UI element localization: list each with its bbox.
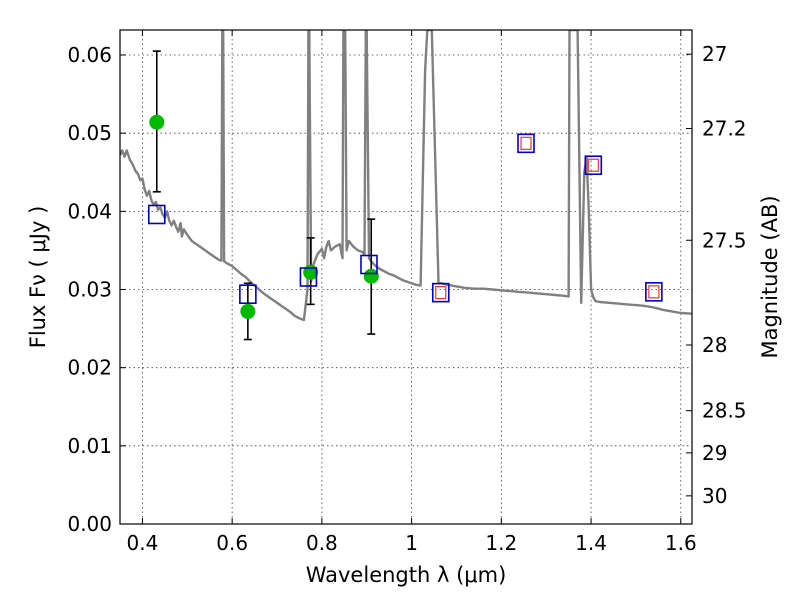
right-tick-label: 27.5 bbox=[702, 228, 747, 252]
x-ticks: 0.4 0.6 0.8 1 1.2 1.4 1.6 bbox=[127, 30, 697, 555]
x-tick-label: 0.8 bbox=[306, 531, 338, 555]
observed-point bbox=[363, 268, 379, 284]
y-tick-label: 0.01 bbox=[67, 434, 112, 458]
model-photometry-inner bbox=[520, 136, 532, 150]
y-tick-label: 0.02 bbox=[67, 356, 112, 380]
model-photometry-point bbox=[239, 284, 257, 304]
model-spectrum bbox=[120, 30, 692, 322]
model-photometry-point bbox=[147, 204, 166, 225]
observed-point bbox=[149, 114, 165, 130]
right-tick-label: 30 bbox=[702, 484, 727, 508]
gridlines bbox=[120, 30, 692, 524]
observed-points bbox=[149, 114, 379, 319]
model-photometry-inner bbox=[435, 286, 447, 300]
model-photometry-inner bbox=[648, 285, 660, 299]
model-photometry-point bbox=[299, 267, 318, 287]
model-photometry-point bbox=[360, 254, 378, 275]
right-tick-label: 29 bbox=[702, 441, 727, 465]
x-tick-label: 0.6 bbox=[216, 531, 248, 555]
x-tick-label: 0.4 bbox=[127, 531, 159, 555]
y-axis-label: Flux Fν ( μJy ) bbox=[26, 206, 50, 349]
right-tick-label: 27.2 bbox=[702, 116, 747, 140]
y-tick-label: 0.04 bbox=[67, 199, 112, 223]
model-photometry-point bbox=[584, 155, 603, 176]
right-tick-label: 27 bbox=[702, 42, 727, 66]
y-tick-label: 0.05 bbox=[67, 121, 112, 145]
x-tick-label: 1.4 bbox=[575, 531, 607, 555]
y-tick-label: 0.06 bbox=[67, 43, 112, 67]
right-tick-label: 28 bbox=[702, 333, 727, 357]
y-ticks-right: 27 27.2 27.5 28 28.5 29 30 bbox=[686, 42, 747, 508]
model-photometry-points bbox=[147, 133, 663, 304]
right-tick-label: 28.5 bbox=[702, 399, 747, 423]
y-ticks-left: 0.00 0.01 0.02 0.03 0.04 0.05 0.06 bbox=[67, 43, 126, 536]
observed-point bbox=[240, 303, 256, 319]
model-spectrum-line bbox=[120, 30, 692, 322]
y-tick-label: 0.03 bbox=[67, 278, 112, 302]
model-photometry-point bbox=[517, 133, 535, 154]
y-tick-label: 0.00 bbox=[67, 512, 112, 536]
plot-frame bbox=[119, 29, 693, 525]
model-photometry-inner bbox=[587, 158, 599, 172]
model-photometry-point bbox=[431, 282, 450, 303]
x-axis-label: Wavelength λ (μm) bbox=[306, 563, 507, 587]
x-tick-label: 1.2 bbox=[485, 531, 517, 555]
model-photometry-point bbox=[645, 282, 663, 302]
x-tick-label: 1.6 bbox=[665, 531, 697, 555]
x-tick-label: 1 bbox=[405, 531, 418, 555]
y-axis-label-right: Magnitude (AB) bbox=[758, 195, 782, 358]
